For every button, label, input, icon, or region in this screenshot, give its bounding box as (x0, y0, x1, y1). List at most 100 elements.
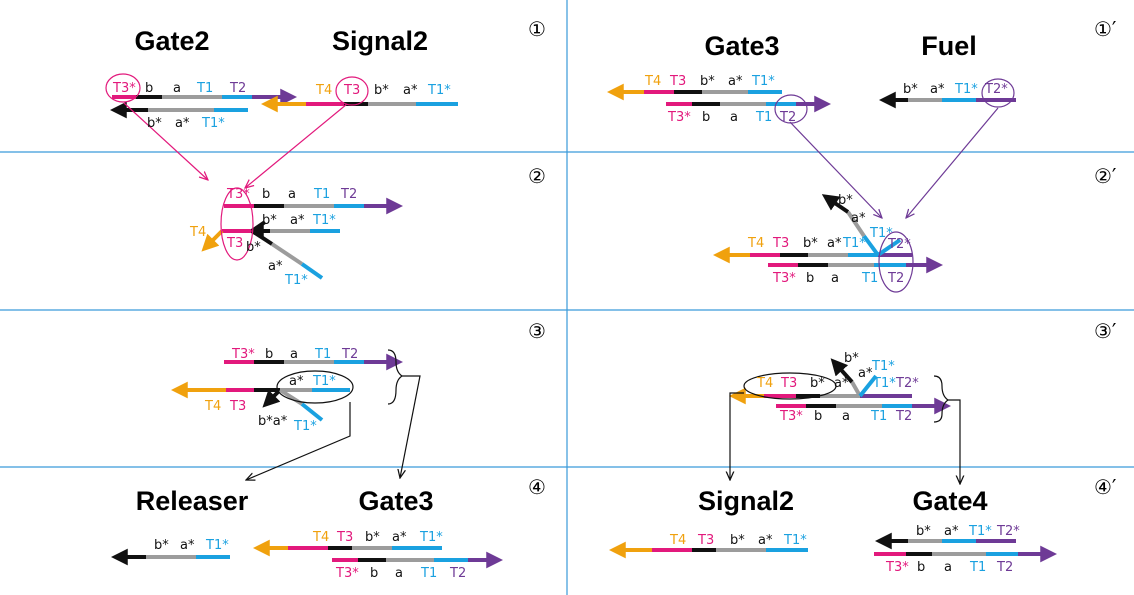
step2-toehold-circle (220, 187, 254, 261)
step3p-label-0: T4 (756, 376, 773, 391)
overlays (105, 73, 1015, 484)
step2p-label-3: a* (827, 236, 842, 251)
step3p-label-7: b (814, 409, 822, 424)
signal2-label-1: T3 (343, 83, 360, 98)
step2p-label-10: b* (838, 193, 853, 208)
step3-label-6: T1* (312, 374, 336, 389)
step3-label-9: b*a* (258, 414, 288, 429)
step2p-T1-up (876, 238, 902, 257)
gate3t-label-0: T4 (644, 74, 661, 89)
strands (109, 83, 1058, 569)
gate2-T3s-circle (105, 73, 141, 103)
step3-label-8: T3 (229, 399, 246, 414)
step2p-label-5: T3* (772, 271, 796, 286)
title-gate2: Gate2 (134, 26, 209, 56)
arrow-gate3-to-step2p (789, 121, 882, 218)
gate4-label-0: b* (916, 524, 931, 539)
gate4-label-1: a* (944, 524, 959, 539)
step2p-branch-c (862, 234, 880, 257)
arrow-step3p-to-signal2 (730, 392, 744, 480)
step3-label-7: T4 (204, 399, 221, 414)
step3p-label-3: a* (834, 376, 849, 391)
step2-label-2: a (288, 187, 296, 202)
step3-label-4: T2 (341, 347, 358, 362)
signal2b-label-1: T3 (697, 533, 714, 548)
step2p-label-7: a (831, 271, 839, 286)
step2-label-4: T2 (340, 187, 357, 202)
signal2b-label-3: a* (758, 533, 773, 548)
title-releaser: Releaser (136, 486, 249, 516)
gate2-label-3: T1 (196, 81, 213, 96)
signal2-label-3: a* (403, 83, 418, 98)
title-signal2-top: Signal2 (332, 26, 428, 56)
step3p-label-9: T1 (870, 409, 887, 424)
step2p-label-13: T2* (887, 237, 911, 252)
step3p-label-12: a* (858, 366, 873, 381)
gate3t-label-9: T2 (779, 110, 796, 125)
step3p-branch-g (850, 381, 862, 397)
gate2-label-4: T2 (229, 81, 246, 96)
step3-label-0: T3* (231, 347, 255, 362)
gate3t-label-2: b* (700, 74, 715, 89)
gate3b-label-0: T4 (312, 530, 329, 545)
step3p-label-10: T2 (895, 409, 912, 424)
step2-label-10: b* (246, 240, 261, 255)
step-4-prime-marker: ④′ (1094, 475, 1117, 499)
domain-labels: T3* b a T1 T2b* a* T1*T4 T3 b* a* T1*T3* b a T1 T2b* a*… (112, 74, 1020, 581)
fuel-T2s-circle (981, 78, 1015, 108)
step2-label-0: T3* (226, 187, 250, 202)
step3p-label-5: T2* (895, 376, 919, 391)
step2-label-6: a* (290, 213, 305, 228)
gate2-label-5: b* (147, 116, 162, 131)
gate4-label-8: T2 (996, 560, 1013, 575)
gate3b-label-2: b* (365, 530, 380, 545)
arrow-signal2-to-step2 (245, 103, 348, 188)
step2p-label-9: T2 (887, 271, 904, 286)
step3p-label-2: b* (810, 376, 825, 391)
releaser-label-0: b* (154, 538, 169, 553)
step2-label-9: T3 (226, 236, 243, 251)
gate4-label-5: b (917, 560, 925, 575)
gate2-label-2: a (173, 81, 181, 96)
fuel-label-0: b* (903, 82, 918, 97)
gate2-label-0: T3* (112, 81, 136, 96)
gate2-label-6: a* (175, 116, 190, 131)
signal2b-label-4: T1* (783, 533, 807, 548)
gate4-label-2: T1* (968, 524, 992, 539)
step3-label-10: T1* (293, 419, 317, 434)
gate4-label-4: T3* (885, 560, 909, 575)
releaser-label-2: T1* (205, 538, 229, 553)
signal2-T3-circle (335, 76, 369, 106)
title-gate3-bottom: Gate3 (358, 486, 433, 516)
step3-releaser-circle (276, 370, 354, 404)
gate3b-label-8: T1 (420, 566, 437, 581)
title-signal2-bottom: Signal2 (698, 486, 794, 516)
arrow-gate2-to-step2 (123, 102, 208, 180)
step2p-label-0: T4 (747, 236, 764, 251)
step-1-prime-marker: ①′ (1094, 17, 1117, 41)
step3-bs-branch (262, 388, 282, 408)
step2p-branch-g (846, 210, 866, 238)
gate3t-label-3: a* (728, 74, 743, 89)
step3p-label-11: b* (844, 351, 859, 366)
arrow-step3-to-releaser (246, 402, 351, 480)
step2-label-7: T1* (312, 213, 336, 228)
step3-label-1: b (265, 347, 273, 362)
step3p-label-4: T1* (872, 376, 896, 391)
gate4-label-6: a (944, 560, 952, 575)
step3p-label-13: T1* (871, 359, 895, 374)
gate3b-label-9: T2 (449, 566, 466, 581)
fuel-label-3: T2* (984, 82, 1008, 97)
gate3t-label-7: a (730, 110, 738, 125)
step-3-prime-marker: ③′ (1094, 319, 1117, 343)
step3-t1s-branch (300, 402, 324, 422)
step2-label-1: b (262, 187, 270, 202)
step2p-branch-k (821, 194, 850, 214)
step2-branch-a (250, 220, 267, 233)
step2-branch-b (250, 229, 274, 246)
step2-T4 (201, 229, 224, 252)
step2p-label-11: a* (851, 211, 866, 226)
step3-bracket (387, 349, 404, 405)
